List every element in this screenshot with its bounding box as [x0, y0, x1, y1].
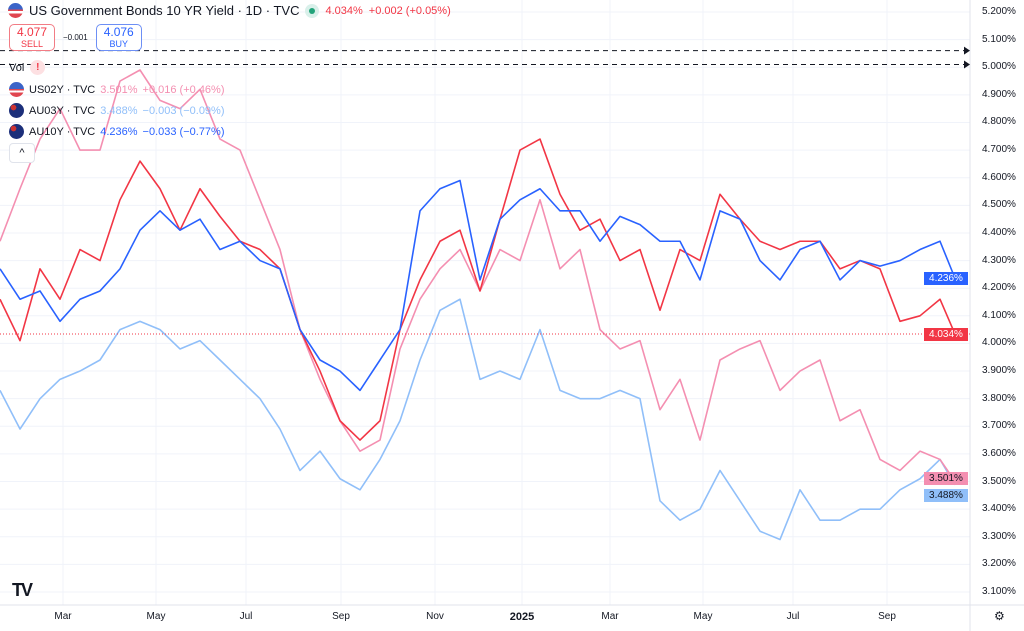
spread: −0.001	[63, 33, 88, 42]
time-tick: Jul	[239, 611, 253, 622]
series-line-us10y	[0, 138, 956, 441]
price-tick: 5.100%	[982, 33, 1016, 45]
market-status-icon[interactable]	[305, 3, 320, 18]
price-tick: 5.200%	[982, 6, 1016, 17]
sell-button[interactable]: 4.077 SELL	[9, 24, 55, 51]
buy-price: 4.076	[103, 25, 134, 39]
price-tick: 3.900%	[982, 365, 1016, 377]
price-tick: 3.500%	[982, 475, 1016, 487]
price-tick: 4.000%	[982, 337, 1016, 349]
price-badge-us02y: 3.501%	[924, 472, 968, 486]
symbol-title[interactable]: US Government Bonds 10 YR Yield · 1D · T…	[29, 3, 300, 18]
legend-value: 4.236%	[100, 125, 138, 138]
legend-change: −0.003 (−0.09%)	[142, 104, 225, 117]
series-line-au10y	[0, 179, 956, 392]
price-tick: 4.400%	[982, 226, 1016, 238]
buy-label: BUY	[109, 39, 128, 49]
price-tick: 3.200%	[982, 558, 1016, 570]
price-change: +0.002 (+0.05%)	[368, 4, 451, 17]
tradingview-logo[interactable]: TV	[12, 580, 33, 600]
legend-item-us02y[interactable]: US02Y · TVC 3.501% +0.016 (+0.46%)	[9, 82, 225, 97]
price-tick: 3.100%	[982, 586, 1016, 597]
price-tick: 4.300%	[982, 254, 1016, 266]
legend-change: −0.033 (−0.77%)	[142, 125, 225, 138]
price-tick: 4.200%	[982, 282, 1016, 294]
price-badge-au10y: 4.236%	[924, 272, 968, 286]
price-tick: 4.100%	[982, 309, 1016, 321]
time-tick: May	[693, 611, 713, 622]
price-tick: 3.700%	[982, 420, 1016, 432]
warning-icon[interactable]: !	[30, 60, 46, 75]
buy-button[interactable]: 4.076 BUY	[95, 24, 142, 51]
price-tick: 4.900%	[982, 88, 1016, 100]
price-tick: 3.800%	[982, 392, 1016, 404]
price-tick: 4.800%	[982, 116, 1016, 128]
time-tick: Sep	[332, 611, 350, 622]
au-flag-icon	[9, 103, 24, 118]
time-tick: Nov	[426, 611, 444, 622]
series-line-au03y	[0, 298, 956, 541]
legend-symbol: US02Y · TVC	[29, 83, 96, 96]
legend-value: 3.501%	[100, 83, 138, 96]
chart-header: US Government Bonds 10 YR Yield · 1D · T…	[8, 3, 451, 18]
legend-symbol: AU10Y · TVC	[29, 125, 96, 138]
volume-label: Vol	[9, 61, 25, 74]
price-badge-us10y: 4.034%	[924, 328, 968, 342]
time-tick: 2025	[509, 611, 535, 623]
price-tick: 5.000%	[982, 61, 1016, 73]
time-tick: Mar	[601, 611, 619, 622]
reference-arrow-icon	[964, 60, 970, 69]
sell-price: 4.077	[16, 25, 48, 39]
price-tick: 3.600%	[982, 447, 1016, 459]
us-flag-icon	[9, 82, 24, 97]
collapse-legend-button[interactable]: ^	[9, 143, 35, 163]
legend-value: 3.488%	[100, 104, 138, 117]
settings-icon[interactable]: ⚙	[994, 609, 1005, 623]
last-price: 4.034%	[325, 4, 363, 17]
legend-item-au03y[interactable]: AU03Y · TVC 3.488% −0.003 (−0.09%)	[9, 103, 225, 118]
price-tick: 4.600%	[982, 171, 1016, 183]
time-tick: Sep	[878, 611, 896, 622]
time-tick: Jul	[786, 611, 800, 622]
sell-label: SELL	[20, 39, 44, 49]
legend-change: +0.016 (+0.46%)	[142, 83, 225, 96]
volume-legend[interactable]: Vol !	[9, 60, 46, 75]
time-tick: May	[146, 611, 166, 622]
time-tick: Mar	[54, 611, 72, 622]
price-tick: 3.400%	[982, 503, 1016, 515]
trade-panel: 4.077 SELL −0.001 4.076 BUY	[9, 24, 142, 51]
legend-item-au10y[interactable]: AU10Y · TVC 4.236% −0.033 (−0.77%)	[9, 124, 225, 139]
price-tick: 4.500%	[982, 199, 1016, 211]
us-flag-icon	[8, 3, 23, 18]
price-tick: 4.700%	[982, 144, 1016, 156]
price-tick: 3.300%	[982, 530, 1016, 542]
price-badge-au03y: 3.488%	[924, 488, 968, 502]
au-flag-icon	[9, 124, 24, 139]
reference-arrow-icon	[964, 46, 970, 55]
legend-symbol: AU03Y · TVC	[29, 104, 96, 117]
